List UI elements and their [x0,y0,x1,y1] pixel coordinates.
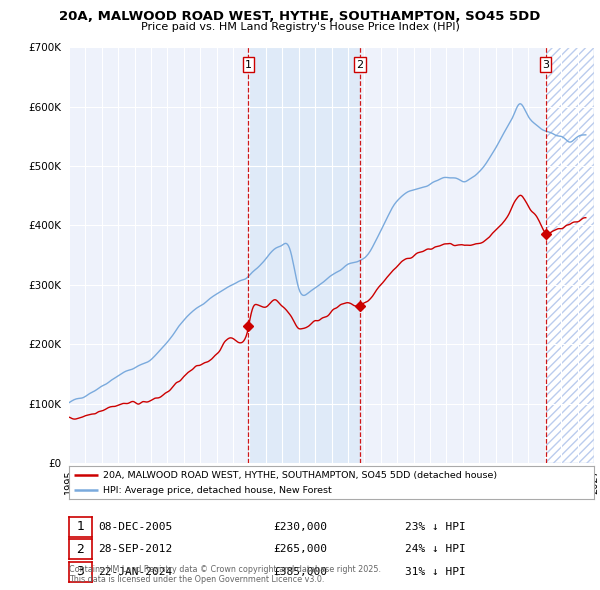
Text: 20A, MALWOOD ROAD WEST, HYTHE, SOUTHAMPTON, SO45 5DD: 20A, MALWOOD ROAD WEST, HYTHE, SOUTHAMPT… [59,10,541,23]
Text: 31% ↓ HPI: 31% ↓ HPI [405,567,466,576]
Text: Price paid vs. HM Land Registry's House Price Index (HPI): Price paid vs. HM Land Registry's House … [140,22,460,32]
Text: 23% ↓ HPI: 23% ↓ HPI [405,522,466,532]
Text: £385,000: £385,000 [273,567,327,576]
Text: £265,000: £265,000 [273,545,327,554]
Text: 08-DEC-2005: 08-DEC-2005 [98,522,172,532]
Text: 28-SEP-2012: 28-SEP-2012 [98,545,172,554]
Text: Contains HM Land Registry data © Crown copyright and database right 2025.
This d: Contains HM Land Registry data © Crown c… [69,565,381,584]
Text: £230,000: £230,000 [273,522,327,532]
Bar [546,47,594,463]
Text: 20A, MALWOOD ROAD WEST, HYTHE, SOUTHAMPTON, SO45 5DD (detached house): 20A, MALWOOD ROAD WEST, HYTHE, SOUTHAMPT… [103,471,497,480]
Text: 22-JAN-2024: 22-JAN-2024 [98,567,172,576]
Text: 1: 1 [245,60,252,70]
Bar [248,47,360,463]
Text: HPI: Average price, detached house, New Forest: HPI: Average price, detached house, New … [103,486,332,495]
Bar [546,47,594,463]
Text: 2: 2 [76,543,85,556]
Text: 2: 2 [356,60,364,70]
Text: 3: 3 [76,565,85,578]
Text: 3: 3 [542,60,549,70]
Text: 24% ↓ HPI: 24% ↓ HPI [405,545,466,554]
Text: 1: 1 [76,520,85,533]
